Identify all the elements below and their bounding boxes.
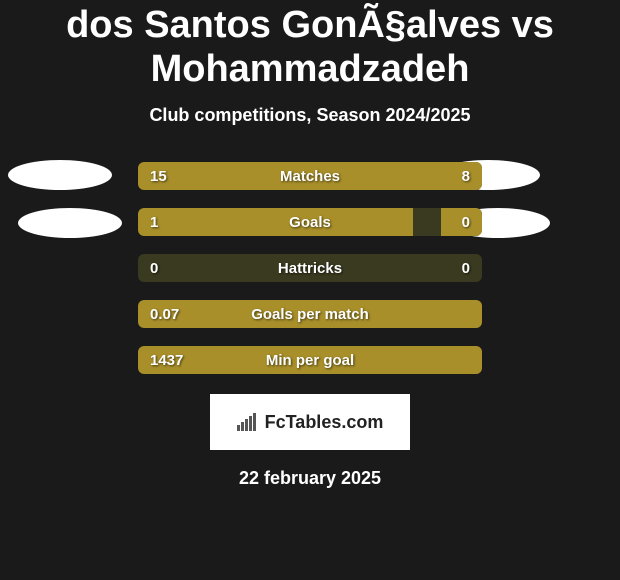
- stats-list: 15 Matches 8 1 Goals 0 0 Hattricks 0: [0, 162, 620, 374]
- attribution-logo: FcTables.com: [210, 394, 410, 450]
- stat-row: 0.07 Goals per match: [0, 300, 620, 328]
- stat-bar: 0 Hattricks 0: [138, 254, 482, 282]
- stat-label: Min per goal: [138, 352, 482, 369]
- logo-inner: FcTables.com: [237, 412, 384, 433]
- logo-text: FcTables.com: [265, 412, 384, 433]
- page-title: dos Santos GonÃ§alves vs Mohammadzadeh: [31, 4, 589, 91]
- stat-label: Matches: [138, 168, 482, 185]
- stat-bar: 1437 Min per goal: [138, 346, 482, 374]
- title-line2: Mohammadzadeh: [151, 48, 470, 90]
- stat-bar: 15 Matches 8: [138, 162, 482, 190]
- stat-value-right: 0: [462, 260, 470, 277]
- title-line1: dos Santos GonÃ§alves vs: [66, 4, 554, 46]
- stat-label: Goals per match: [138, 306, 482, 323]
- stat-row: 1437 Min per goal: [0, 346, 620, 374]
- date-label: 22 february 2025: [239, 468, 381, 489]
- subtitle: Club competitions, Season 2024/2025: [149, 105, 470, 126]
- comparison-infographic: dos Santos GonÃ§alves vs Mohammadzadeh C…: [0, 0, 620, 489]
- stat-label: Hattricks: [138, 260, 482, 277]
- stat-bar: 1 Goals 0: [138, 208, 482, 236]
- stat-value-right: 8: [462, 168, 470, 185]
- stat-value-right: 0: [462, 214, 470, 231]
- stat-label: Goals: [138, 214, 482, 231]
- stat-bar: 0.07 Goals per match: [138, 300, 482, 328]
- bars-icon: [237, 413, 259, 431]
- stat-row: 0 Hattricks 0: [0, 254, 620, 282]
